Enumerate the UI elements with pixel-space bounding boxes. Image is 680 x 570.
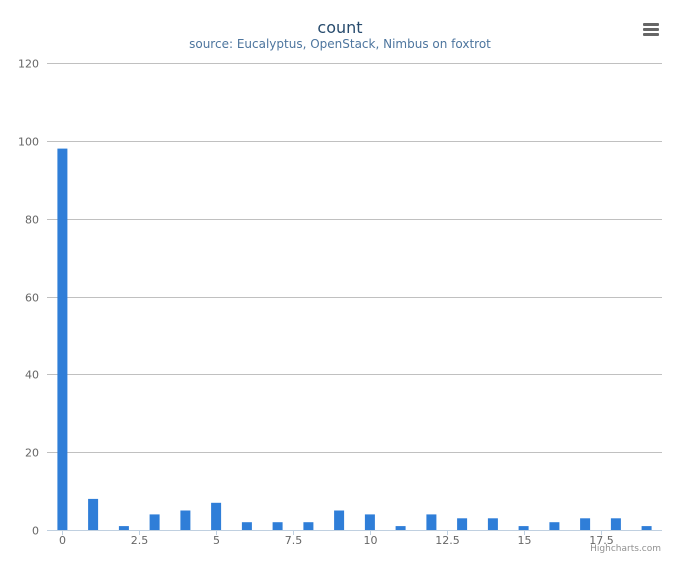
bar[interactable]	[241, 522, 252, 530]
bar[interactable]	[180, 510, 191, 531]
y-tick-label: 0	[32, 525, 39, 538]
x-tick-label: 7.5	[285, 534, 303, 547]
chart-menu-button[interactable]	[638, 16, 664, 42]
x-tick-label: 0	[59, 534, 66, 547]
y-tick-label: 80	[25, 214, 39, 227]
bar[interactable]	[549, 522, 560, 530]
bar[interactable]	[364, 514, 375, 530]
bar[interactable]	[57, 148, 68, 530]
bar[interactable]	[487, 518, 498, 530]
y-tick-label: 20	[25, 447, 39, 460]
x-tick-label: 10	[364, 534, 378, 547]
bar[interactable]	[426, 514, 437, 530]
label-layer: 0 20 40 60 80 100 120 0 2.5 5 7.5 10 12.5 15 17.5	[18, 58, 614, 548]
bar[interactable]	[334, 510, 345, 531]
bar[interactable]	[518, 526, 529, 530]
x-tick-label: 2.5	[131, 534, 149, 547]
bar[interactable]	[303, 522, 314, 530]
y-tick-label: 60	[25, 292, 39, 305]
x-tick-label: 15	[518, 534, 532, 547]
bar[interactable]	[641, 526, 652, 530]
bar[interactable]	[88, 498, 99, 530]
bar[interactable]	[457, 518, 468, 530]
bar[interactable]	[395, 526, 406, 530]
x-tick-label: 12.5	[435, 534, 460, 547]
bar[interactable]	[149, 514, 160, 530]
y-tick-label: 120	[18, 58, 39, 71]
bar[interactable]	[580, 518, 591, 530]
bar[interactable]	[272, 522, 283, 530]
x-tick-label: 5	[213, 534, 220, 547]
chart-title: count	[317, 18, 362, 37]
bar[interactable]	[610, 518, 621, 530]
bar-layer	[57, 148, 652, 531]
grid-layer	[47, 63, 662, 453]
y-tick-label: 40	[25, 369, 39, 382]
credits-link[interactable]: Highcharts.com	[590, 544, 661, 554]
bar[interactable]	[211, 502, 222, 530]
chart-subtitle: source: Eucalyptus, OpenStack, Nimbus on…	[189, 37, 491, 51]
x-tick-label: 17.5	[589, 534, 614, 547]
axis-layer	[47, 530, 662, 535]
bar[interactable]	[118, 526, 129, 530]
y-tick-label: 100	[18, 136, 39, 149]
